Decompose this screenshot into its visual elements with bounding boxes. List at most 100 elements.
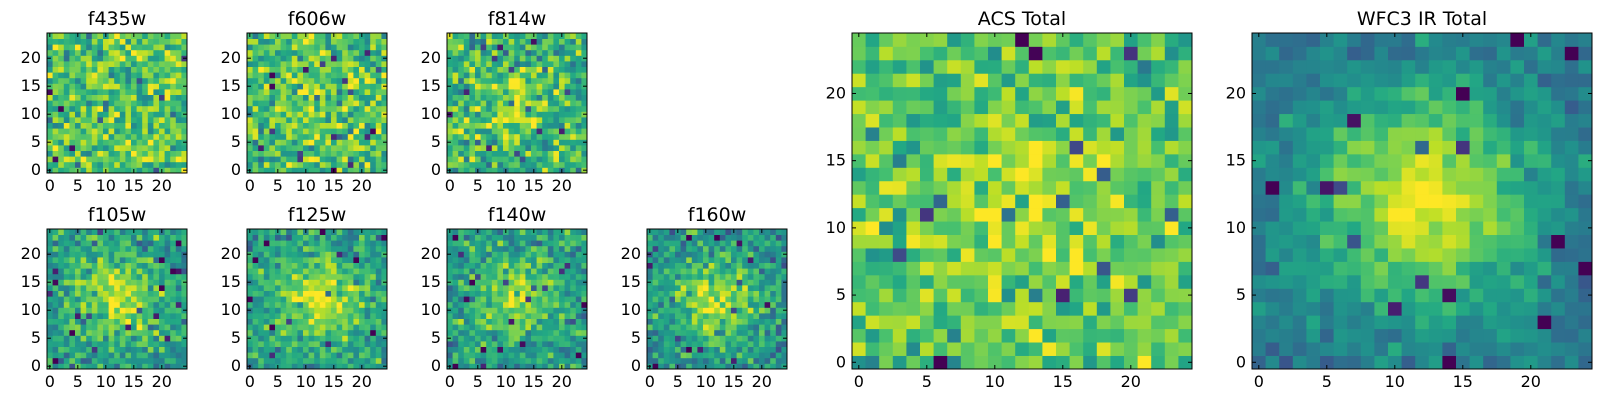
heatmap-cell	[63, 296, 70, 303]
heatmap-cell	[175, 167, 182, 174]
heatmap-cell	[131, 341, 137, 347]
heatmap-cell	[153, 161, 160, 168]
heatmap-cell	[280, 33, 287, 39]
heatmap-cell	[258, 245, 265, 252]
heatmap-cell	[486, 245, 493, 252]
heatmap-cell	[164, 341, 171, 347]
heatmap-cell	[547, 117, 554, 123]
heatmap-cell	[103, 150, 109, 157]
heatmap-cell	[175, 352, 182, 359]
heatmap-cell	[170, 318, 177, 325]
heatmap-cell	[97, 268, 104, 275]
heatmap-cell	[164, 318, 171, 325]
heatmap-cell	[108, 55, 115, 62]
heatmap-cell	[347, 301, 354, 308]
heatmap-cell	[331, 307, 337, 314]
heatmap-cell	[1096, 315, 1111, 330]
heatmap-cell	[475, 268, 481, 275]
heatmap-cell	[458, 279, 465, 286]
heatmap-cell	[108, 94, 115, 101]
heatmap-cell	[736, 329, 743, 336]
heatmap-cell	[691, 273, 698, 280]
heatmap-cell	[303, 307, 309, 314]
heatmap-cell	[714, 285, 721, 291]
heatmap-cell	[280, 363, 287, 370]
heatmap-cell	[736, 357, 743, 364]
heatmap-cell	[153, 245, 160, 252]
heatmap-cell	[297, 55, 304, 62]
heatmap-cell	[469, 290, 476, 297]
heatmap-cell	[314, 352, 321, 359]
heatmap-cell	[75, 279, 81, 286]
heatmap-cell	[142, 234, 149, 241]
heatmap-cell	[742, 245, 749, 252]
heatmap-cell	[1056, 167, 1070, 182]
heatmap-cell	[297, 105, 304, 112]
heatmap-cell	[247, 77, 253, 84]
heatmap-cell	[147, 77, 154, 84]
heatmap-cell	[731, 251, 737, 258]
heatmap-cell	[452, 167, 459, 174]
heatmap-cell	[91, 61, 98, 67]
heatmap-cell	[175, 89, 182, 95]
heatmap-cell	[364, 268, 371, 275]
heatmap-cell	[331, 145, 337, 151]
heatmap-cell	[452, 139, 459, 146]
heatmap-cell	[669, 335, 676, 342]
heatmap-cell	[136, 352, 143, 359]
heatmap-cell	[303, 128, 309, 135]
heatmap-cell	[553, 318, 560, 325]
heatmap-cell	[463, 229, 470, 235]
heatmap-cell	[906, 342, 921, 356]
heatmap-cell	[136, 318, 143, 325]
heatmap-cell	[359, 279, 365, 286]
heatmap-cell	[375, 83, 382, 90]
heatmap-cell	[547, 167, 554, 174]
heatmap-cell	[125, 44, 132, 51]
heatmap-cell	[347, 111, 354, 118]
heatmap-cell	[63, 273, 70, 280]
heatmap-cell	[153, 301, 160, 308]
heatmap-cell	[342, 83, 349, 90]
heatmap-cell	[547, 279, 554, 286]
heatmap-cell	[697, 229, 704, 235]
heatmap-cell	[252, 100, 259, 107]
heatmap-cell	[1028, 328, 1043, 343]
heatmap-cell	[142, 33, 149, 39]
heatmap-cells	[852, 33, 1193, 370]
heatmap-cell	[319, 279, 326, 286]
heatmap-cell	[559, 94, 565, 101]
heatmap-cell	[114, 346, 121, 353]
heatmap-cell	[736, 352, 743, 359]
heatmap-cell	[170, 335, 177, 342]
heatmap-cell	[497, 100, 504, 107]
heatmap-cell	[1028, 355, 1043, 370]
heatmap-cell	[314, 262, 321, 269]
heatmap-cell	[175, 301, 182, 308]
heatmap-cell	[680, 257, 687, 263]
heatmap-cell	[547, 335, 554, 342]
heatmap-cell	[920, 194, 934, 209]
heatmap-cell	[80, 318, 87, 325]
heatmap-cell	[69, 329, 76, 336]
heatmap-cell	[336, 161, 343, 168]
heatmap-cell	[1137, 342, 1152, 356]
heatmap-cell	[280, 257, 287, 263]
heatmap-cell	[647, 285, 653, 291]
heatmap-cell	[52, 77, 59, 84]
heatmap-cell	[570, 251, 577, 258]
heatmap-cell	[342, 105, 349, 112]
heatmap-cell	[153, 363, 160, 370]
heatmap-cell	[1083, 301, 1098, 316]
heatmap-cell	[91, 279, 98, 286]
heatmap-cell	[452, 257, 459, 263]
heatmap-cell	[514, 346, 521, 353]
heatmap-cell	[136, 324, 143, 331]
heatmap-cell	[647, 257, 653, 263]
heatmap-cell	[675, 335, 681, 342]
heatmap-cell	[714, 296, 721, 303]
heatmap-cell	[497, 357, 504, 364]
heatmap-cell	[319, 285, 326, 291]
heatmap-cell	[303, 341, 309, 347]
heatmap-cell	[325, 335, 332, 342]
